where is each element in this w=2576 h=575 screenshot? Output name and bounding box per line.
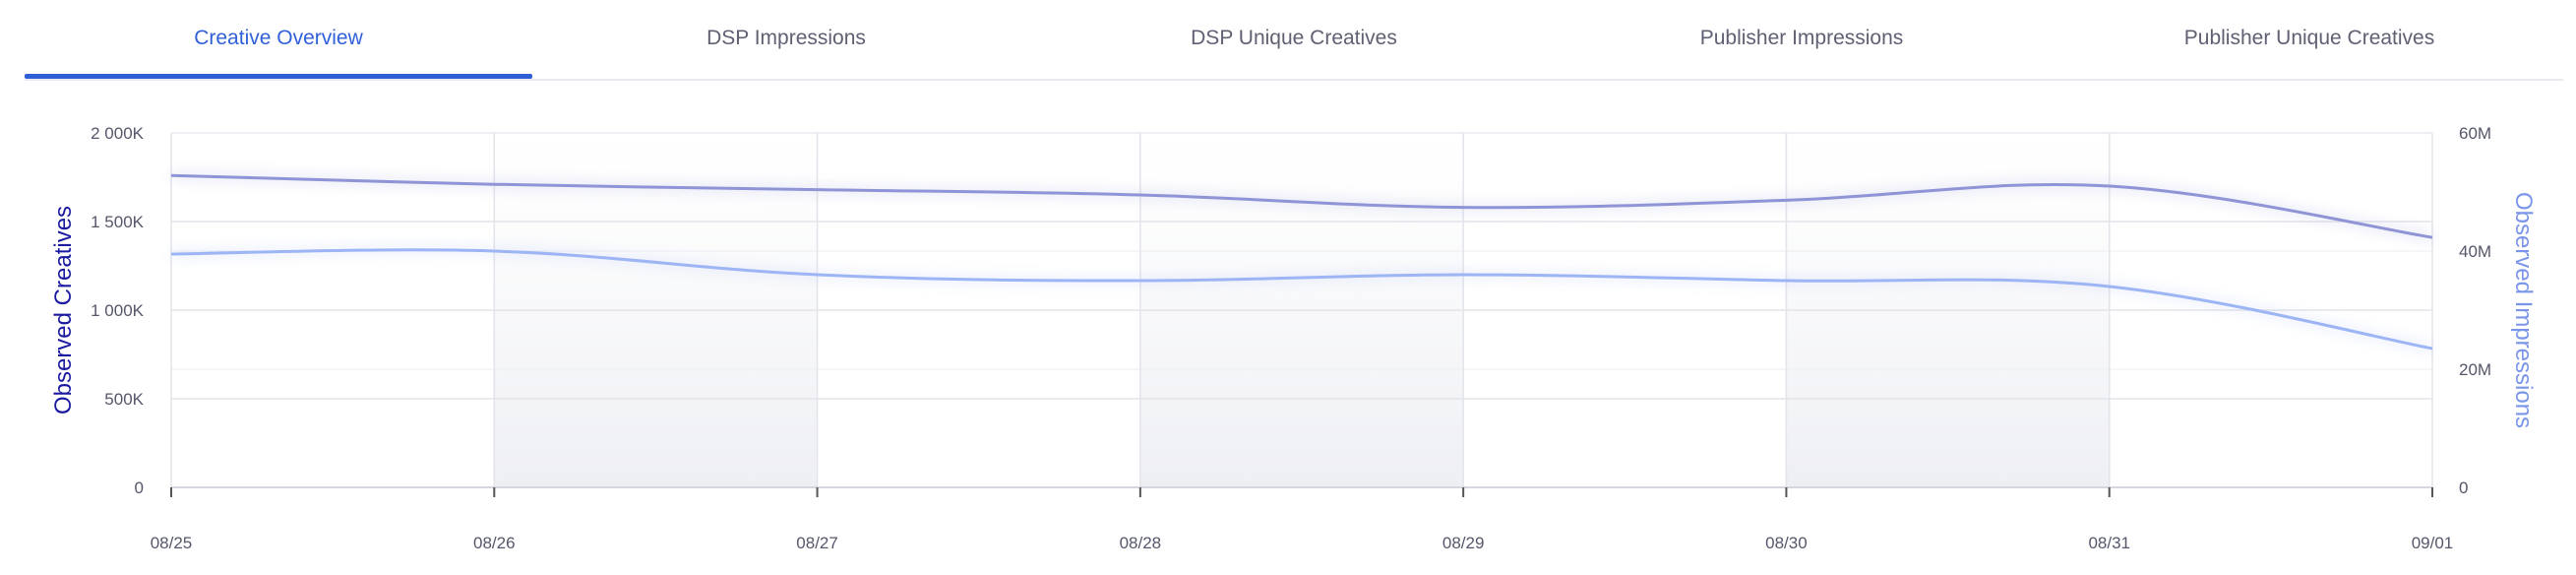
right-tick-label: 20M — [2459, 360, 2491, 379]
x-axis: 08/25 08/26 08/27 08/28 08/29 08/30 08/31 09/01 — [151, 486, 2454, 552]
tab-bar: Creative Overview DSP Impressions DSP Un… — [25, 0, 2563, 81]
left-axis-title: Observed Creatives — [50, 206, 77, 415]
left-tick-label: 0 — [135, 479, 144, 497]
x-tick-label: 09/01 — [2412, 534, 2454, 552]
right-axis-title: Observed Impressions — [2510, 192, 2537, 428]
tab-publisher-unique-creatives[interactable]: Publisher Unique Creatives — [2183, 27, 2435, 49]
right-tick-label: 60M — [2459, 124, 2491, 143]
x-tick-label: 08/29 — [1442, 534, 1485, 552]
x-tick-label: 08/30 — [1765, 534, 1808, 552]
series-lines — [170, 170, 2433, 353]
right-y-axis: 0 20M 40M 60M — [2459, 124, 2491, 497]
series-line — [170, 248, 2433, 351]
tab-publisher-impressions[interactable]: Publisher Impressions — [1699, 27, 1904, 49]
left-tick-label: 1 000K — [91, 301, 145, 320]
right-tick-label: 0 — [2459, 479, 2468, 497]
x-tick-label: 08/28 — [1120, 534, 1162, 552]
x-tick-label: 08/31 — [2088, 534, 2130, 552]
tab-dsp-unique-creatives[interactable]: DSP Unique Creatives — [1191, 27, 1397, 49]
series-line — [170, 173, 2433, 239]
tab-dsp-impressions[interactable]: DSP Impressions — [706, 27, 866, 49]
right-tick-label: 40M — [2459, 242, 2491, 261]
left-y-axis: 0 500K 1 000K 1 500K 2 000K — [91, 124, 145, 497]
left-tick-label: 500K — [104, 390, 144, 409]
left-tick-label: 2 000K — [91, 124, 145, 143]
left-tick-label: 1 500K — [91, 213, 145, 231]
x-tick-label: 08/27 — [796, 534, 838, 552]
x-tick-label: 08/26 — [473, 534, 516, 552]
tab-creative-overview[interactable]: Creative Overview — [25, 0, 532, 79]
x-tick-label: 08/25 — [151, 534, 193, 552]
